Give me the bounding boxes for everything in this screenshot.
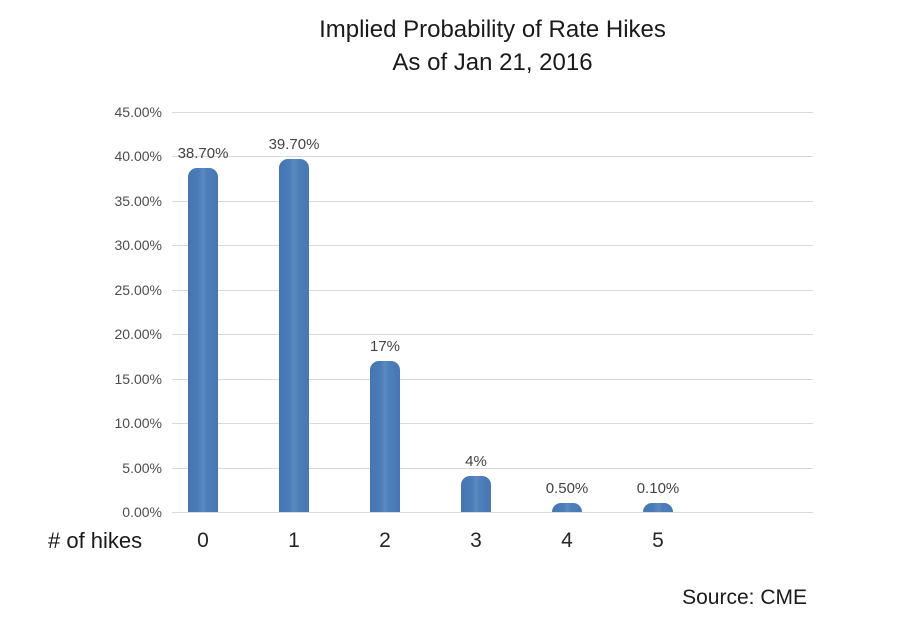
bar bbox=[279, 159, 309, 512]
gridline bbox=[172, 201, 813, 202]
bar bbox=[552, 503, 582, 512]
chart-subtitle: As of Jan 21, 2016 bbox=[392, 49, 593, 76]
bar bbox=[461, 476, 491, 512]
gridline bbox=[172, 512, 813, 513]
x-tick-label: 5 bbox=[652, 529, 664, 552]
bar-value-label: 39.70% bbox=[268, 136, 320, 153]
gridline bbox=[172, 379, 813, 380]
gridline bbox=[172, 423, 813, 424]
gridline bbox=[172, 468, 813, 469]
gridline bbox=[172, 245, 813, 246]
bar-value-label: 0.50% bbox=[545, 480, 589, 497]
bar-value-label: 0.10% bbox=[636, 480, 680, 497]
x-tick-label: 4 bbox=[561, 529, 573, 552]
gridline bbox=[172, 334, 813, 335]
y-tick-label: 0.00% bbox=[122, 504, 162, 520]
x-tick-label: 0 bbox=[197, 529, 209, 552]
y-tick-label: 40.00% bbox=[114, 148, 162, 164]
x-tick-label: 3 bbox=[470, 529, 482, 552]
y-tick-label: 10.00% bbox=[114, 415, 162, 431]
gridline bbox=[172, 112, 813, 113]
bar-value-label: 38.70% bbox=[177, 145, 229, 162]
y-tick-label: 25.00% bbox=[114, 282, 162, 298]
bar bbox=[188, 168, 218, 512]
y-tick-label: 30.00% bbox=[114, 237, 162, 253]
gridline bbox=[172, 290, 813, 291]
x-tick-label: 2 bbox=[379, 529, 391, 552]
bar-value-label: 17% bbox=[369, 338, 401, 355]
source-note: Source: CME bbox=[682, 586, 807, 609]
x-axis-label: # of hikes bbox=[48, 528, 143, 553]
bar-value-label: 4% bbox=[465, 453, 487, 470]
chart-title: Implied Probability of Rate Hikes bbox=[319, 16, 666, 43]
bar bbox=[643, 503, 673, 512]
y-tick-label: 20.00% bbox=[114, 326, 162, 342]
chart-title-block: Implied Probability of Rate Hikes As of … bbox=[172, 13, 813, 79]
y-tick-label: 35.00% bbox=[114, 193, 162, 209]
x-tick-label: 1 bbox=[288, 529, 300, 552]
gridline bbox=[172, 156, 813, 157]
y-tick-label: 45.00% bbox=[114, 104, 162, 120]
y-tick-label: 5.00% bbox=[122, 460, 162, 476]
y-tick-label: 15.00% bbox=[114, 371, 162, 387]
bar bbox=[370, 361, 400, 512]
